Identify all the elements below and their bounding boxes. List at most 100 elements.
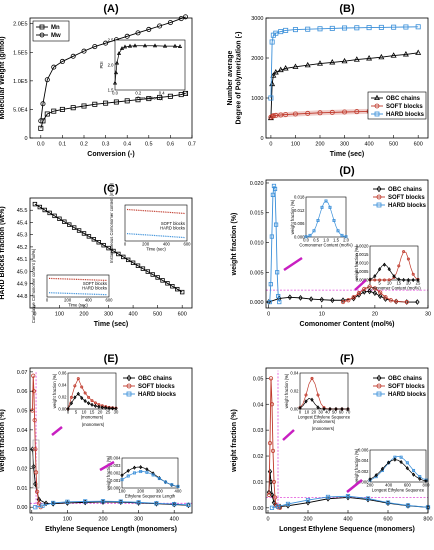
inset-y-tick-label: 0.0015 (356, 252, 369, 257)
data-point (366, 55, 373, 61)
y-tick-label: 45.2 (17, 245, 28, 251)
inset-x-axis-label: Ethylene Sequence Length (125, 494, 176, 499)
inset-y-tick-label: 0.04 (58, 383, 67, 388)
inset-data-point (406, 277, 411, 283)
series-line (35, 500, 189, 508)
y-tick-label: 0 (260, 136, 263, 142)
inset-x-axis-label: Conversion (-) (137, 96, 164, 101)
inset-data-point (387, 460, 391, 465)
data-point (67, 222, 72, 227)
y-tick-label: 0.01 (253, 480, 264, 486)
inset-data-point (368, 477, 372, 482)
series-line (32, 375, 42, 508)
data-point (362, 286, 367, 292)
legend: OBC chains SOFT blocks HARD blocks (373, 185, 427, 209)
legend-marker (39, 24, 45, 30)
x-tick-label: 400 (170, 517, 179, 523)
inset-frame (121, 457, 179, 489)
y-axis-label: weight fraction (%) (231, 409, 238, 473)
x-tick-label: 300 (104, 312, 113, 318)
inset-y-axis-label: PDI (99, 62, 104, 69)
data-point (308, 296, 314, 302)
data-point (65, 499, 70, 504)
inset-data-point (310, 397, 314, 402)
inset-data-point (83, 391, 87, 395)
data-point (124, 98, 130, 104)
data-point (57, 216, 62, 221)
inset-data-point (127, 43, 133, 48)
data-point (366, 25, 372, 31)
inset-x-tick-label: 300 (156, 489, 164, 494)
inset-data-point (126, 474, 130, 478)
inset-data-point (100, 405, 104, 410)
plot-frame (265, 179, 429, 309)
inset-data-point (112, 80, 118, 85)
data-point (273, 222, 279, 227)
panel-label: (F) (340, 353, 354, 365)
data-point (44, 77, 50, 83)
inset-data-point (73, 384, 77, 388)
panel-label: (D) (339, 165, 355, 177)
x-tick-label: 500 (389, 142, 398, 148)
data-point (353, 56, 360, 62)
data-point (33, 447, 38, 452)
data-point (118, 499, 123, 504)
data-point (271, 183, 277, 189)
plot-frame (29, 367, 193, 514)
data-point (154, 501, 159, 506)
x-tick-label: 400 (364, 142, 373, 148)
data-point (329, 25, 335, 31)
data-point (62, 219, 67, 224)
data-point (38, 125, 44, 131)
data-point (32, 418, 37, 423)
data-point (304, 61, 311, 68)
inset-data-point (340, 406, 344, 412)
inset-y-tick-label: 0.0020 (356, 244, 369, 249)
data-point (42, 207, 47, 213)
legend-box (32, 20, 70, 42)
data-point (92, 101, 98, 107)
x-axis-label: Ethylene Sequence Length (monomers) (45, 526, 177, 533)
y-tick-label: 0.010 (250, 241, 264, 247)
inset-x-axis-label: Time (sec) (68, 303, 88, 308)
inset-x-axis-label: Comonomer Content (mol%) (299, 243, 353, 248)
inset-data-point (162, 43, 168, 48)
data-point (81, 48, 87, 54)
panel-label: (E) (104, 353, 119, 365)
data-point (277, 66, 284, 73)
data-point (175, 286, 180, 292)
data-point (305, 497, 311, 503)
inset-x-tick-label: 0 (369, 281, 372, 286)
inset-data-point (382, 278, 386, 282)
inset-data-point (373, 274, 377, 279)
data-point (37, 204, 43, 210)
inset-y-tick-label: 0.00 (58, 407, 67, 412)
data-point (186, 502, 191, 507)
inset-data-point (116, 51, 122, 55)
inset-data-point (316, 219, 320, 223)
y-tick-label: 0.015 (250, 211, 264, 217)
y-axis-label: weight fraction (%) (231, 213, 238, 277)
x-axis-label: Time (sec) (330, 151, 365, 158)
inset-y-tick-label: 0.00 (290, 407, 299, 412)
data-point (292, 111, 298, 117)
inset-x-tick-label: 0 (67, 410, 70, 415)
data-point (378, 290, 383, 295)
data-point (146, 96, 152, 102)
chart-panel: (C) 0 100 200 300 400 500 600 44.8 44.9 45.0 45.1 45… (0, 182, 193, 328)
inset-chart: 100 200 300 400 0.000 0.001 0.002 0.003 0.004 Eth… (106, 455, 182, 498)
series-line (40, 16, 186, 121)
inset-x-tick-label: 10 (387, 281, 392, 286)
inset-frame (67, 372, 117, 410)
x-tick-label: 100 (55, 312, 64, 318)
legend-marker (376, 383, 382, 389)
data-point (71, 225, 77, 230)
data-point (76, 228, 82, 233)
y-tick-label: 0.005 (250, 270, 264, 276)
inset-x-tick-label: 30 (114, 410, 119, 415)
inset-chart: 0.0 0.2 0.4 0.6 1.5 2.0 2.5 Conversion (-) PDI (99, 38, 189, 101)
inset-data-point (304, 235, 308, 239)
x-tick-label: 200 (79, 312, 88, 318)
x-tick-label: 0 (33, 312, 36, 318)
y-tick-label: 0.01 (17, 486, 28, 492)
